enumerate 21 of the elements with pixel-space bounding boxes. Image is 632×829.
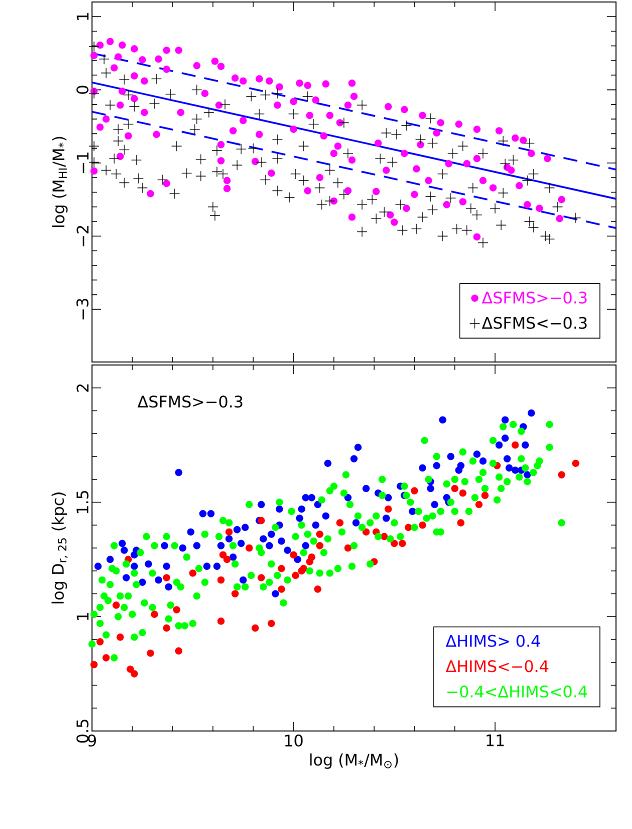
y-tick-label: −1 [76, 152, 88, 174]
y-tick-label: 1 [76, 613, 88, 620]
y-tick-label: 0 [76, 86, 88, 94]
y-tick-label: 0.5 [76, 720, 88, 743]
x-tick-label: 9 [88, 734, 96, 747]
y-axis-title: log (M$_{HI}$/M$_{*}$) [52, 136, 68, 227]
text: −0.4<ΔHIMS<0.4 [447, 685, 587, 698]
y-tick-label: 1.5 [76, 490, 88, 514]
y-axis-title: log D$_{r, 25}$ (kpc) [52, 492, 68, 604]
legend-label: ΔSFMS<−0.3 [482, 316, 587, 329]
legend-label: ΔSFMS>−0.3 [482, 292, 587, 304]
annotation: ΔSFMS>−0.3 [138, 396, 242, 408]
x-tick-label: 11 [486, 734, 504, 746]
y-tick-label: −2 [76, 226, 88, 246]
y-tick-label: 1 [76, 13, 88, 20]
text: ΔHIMS> 0.4 [446, 634, 540, 647]
y-tick-label: −3 [76, 298, 88, 320]
text: ΔHIMS<−0.4 [446, 660, 548, 672]
x-tick-label: 10 [285, 734, 303, 747]
x-axis-title: log (M$_{*}$/M$_{⊙}$) [310, 753, 398, 769]
y-tick-label: 2 [76, 384, 88, 392]
